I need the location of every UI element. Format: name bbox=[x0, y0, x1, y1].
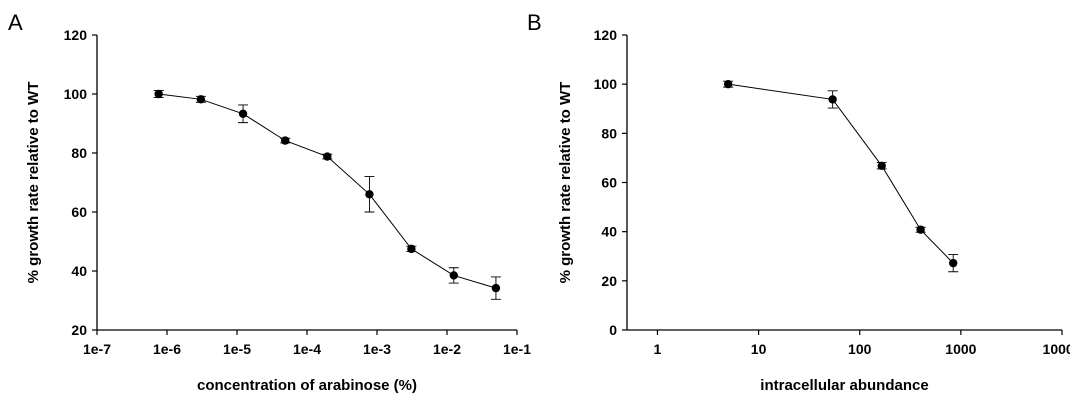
y-axis-title: % growth rate relative to WT bbox=[25, 82, 42, 284]
y-tick-label: 100 bbox=[594, 76, 618, 92]
data-point bbox=[877, 161, 886, 170]
y-tick-label: 60 bbox=[601, 175, 617, 191]
y-tick-label: 20 bbox=[71, 322, 87, 338]
y-tick-label: 80 bbox=[71, 145, 87, 161]
data-point bbox=[238, 109, 248, 118]
y-tick-label: 0 bbox=[609, 322, 617, 338]
data-point bbox=[449, 271, 458, 280]
y-tick-label: 20 bbox=[601, 273, 617, 289]
data-point bbox=[723, 79, 733, 89]
x-tick-label: 1e-2 bbox=[433, 341, 461, 357]
data-point bbox=[196, 95, 206, 104]
y-tick-label: 100 bbox=[64, 86, 88, 102]
x-tick-label: 1000 bbox=[945, 341, 976, 357]
chart-panel-a: A 20 40 60 80 100 120 1e-7 1e-6 1e-5 1e-4 1e-3 1e-2 1… bbox=[8, 10, 531, 394]
data-point bbox=[154, 89, 163, 99]
x-tick-label: 10000 bbox=[1043, 341, 1070, 357]
data-point bbox=[491, 283, 501, 293]
x-axis-title: intracellular abundance bbox=[760, 377, 928, 394]
data-point bbox=[949, 258, 958, 268]
data-point bbox=[365, 190, 374, 199]
y-tick-label: 40 bbox=[71, 263, 87, 279]
data-point bbox=[323, 152, 332, 161]
y-tick-label: 120 bbox=[64, 27, 88, 43]
x-axis-title: concentration of arabinose (%) bbox=[197, 377, 417, 394]
x-tick-label: 1 bbox=[654, 341, 662, 357]
y-tick-label: 80 bbox=[601, 125, 617, 141]
panel-label: B bbox=[527, 10, 542, 35]
x-tick-label: 1e-4 bbox=[293, 341, 321, 357]
x-tick-label: 1e-7 bbox=[83, 341, 111, 357]
x-tick-label: 10 bbox=[751, 341, 767, 357]
x-tick-label: 100 bbox=[848, 341, 872, 357]
y-tick-label: 120 bbox=[594, 27, 618, 43]
data-point bbox=[916, 225, 925, 234]
x-tick-label: 1e-6 bbox=[153, 341, 181, 357]
x-tick-label: 1e-5 bbox=[223, 341, 251, 357]
x-tick-label: 1e-3 bbox=[363, 341, 391, 357]
data-point bbox=[407, 244, 416, 254]
y-tick-label: 40 bbox=[601, 224, 617, 240]
data-point bbox=[280, 136, 290, 145]
chart-panel-b: B020406080100120110100100010000intracell… bbox=[527, 10, 1070, 394]
y-axis-title: % growth rate relative to WT bbox=[557, 82, 574, 284]
series-line bbox=[728, 83, 954, 264]
panel-label: A bbox=[8, 10, 23, 35]
y-tick-label: 60 bbox=[71, 204, 87, 220]
data-point bbox=[828, 95, 837, 104]
series-line bbox=[158, 93, 497, 289]
x-tick-label: 1e-1 bbox=[503, 341, 531, 357]
